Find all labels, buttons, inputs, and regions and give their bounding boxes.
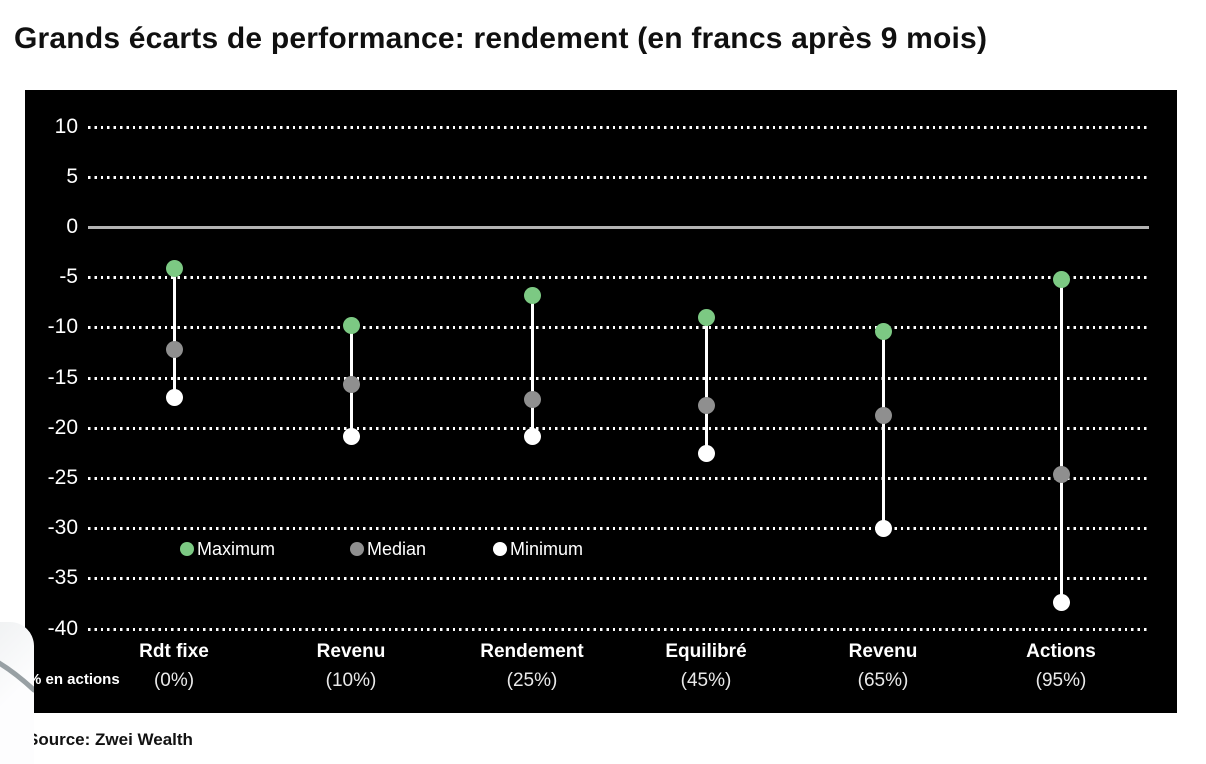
y-tick-label: -40 <box>47 616 78 640</box>
legend-item-maximum: Maximum <box>180 539 275 559</box>
median-dot <box>1052 466 1070 484</box>
max-dot <box>165 259 183 277</box>
corner-overlay <box>0 622 34 764</box>
y-gridline <box>88 577 1149 581</box>
legend-dot-minimum <box>493 542 507 556</box>
min-dot <box>874 519 892 537</box>
y-gridline <box>88 125 1149 129</box>
y-gridline <box>88 426 1149 430</box>
y-tick-label: -25 <box>47 466 78 489</box>
median-dot <box>523 391 541 409</box>
max-dot <box>874 322 892 340</box>
y-tick-label: -5 <box>59 265 78 289</box>
min-dot <box>1052 593 1070 611</box>
category-sublabel: (0%) <box>153 670 195 691</box>
range-line <box>881 331 885 529</box>
category-label: Equilibré <box>665 641 747 662</box>
max-dot <box>523 286 541 304</box>
category-label: Rendement <box>480 641 584 662</box>
zero-gridline <box>88 226 1149 229</box>
chart-panel: 10 5 0 -5 -10 -15 -20 -25 -30 -35 -40 Rdt fixe (0%) R… <box>25 90 1177 713</box>
range-line <box>704 317 708 454</box>
y-tick-label: -35 <box>47 566 78 590</box>
y-gridline <box>88 627 1149 631</box>
source-label: Source: Zwei Wealth <box>27 730 193 749</box>
y-gridline <box>88 376 1149 380</box>
median-dot <box>874 407 892 425</box>
min-dot <box>523 428 541 446</box>
y-gridline <box>88 527 1149 531</box>
y-tick-label: 5 <box>66 164 78 188</box>
min-dot <box>697 445 715 463</box>
max-dot <box>342 316 360 334</box>
category-sublabel: (95%) <box>1035 670 1087 691</box>
min-dot <box>165 389 183 407</box>
x-axis-note: % en actions <box>28 671 120 688</box>
legend-label: Minimum <box>510 538 584 559</box>
range-line <box>530 295 534 437</box>
category-label: Actions <box>1026 641 1096 662</box>
median-dot <box>697 397 715 415</box>
y-tick-label: -10 <box>47 315 78 339</box>
y-tick-label: -20 <box>47 415 78 439</box>
median-dot <box>342 376 360 394</box>
min-dot <box>342 428 360 446</box>
range-line <box>1059 279 1063 603</box>
max-dot <box>697 308 715 326</box>
category-sublabel: (45%) <box>680 670 732 691</box>
y-gridline <box>88 326 1149 330</box>
category-sublabel: (25%) <box>506 670 558 691</box>
page-title: Grands écarts de performance: rendement … <box>14 22 988 55</box>
range-line <box>172 268 176 398</box>
max-dot <box>1052 270 1070 288</box>
legend-label: Maximum <box>197 538 276 559</box>
y-gridline <box>88 276 1149 280</box>
category-label: Revenu <box>848 641 918 662</box>
category-sublabel: (65%) <box>857 670 909 691</box>
y-tick-label: -15 <box>47 365 78 389</box>
y-tick-label: -30 <box>47 516 78 540</box>
y-gridline <box>88 477 1149 480</box>
legend-dot-maximum <box>180 542 194 556</box>
legend-label: Median <box>367 538 427 559</box>
category-label: Rdt fixe <box>139 641 209 662</box>
category-label: Revenu <box>316 641 386 662</box>
category-sublabel: (10%) <box>325 670 377 691</box>
pencil-stroke-icon <box>0 660 34 693</box>
y-tick-label: 0 <box>66 215 78 238</box>
legend-item-median: Median <box>350 539 426 559</box>
median-dot <box>165 340 183 358</box>
y-tick-label: 10 <box>54 114 78 138</box>
legend-dot-median <box>350 542 364 556</box>
legend-item-minimum: Minimum <box>493 539 583 559</box>
y-gridline <box>88 175 1149 179</box>
